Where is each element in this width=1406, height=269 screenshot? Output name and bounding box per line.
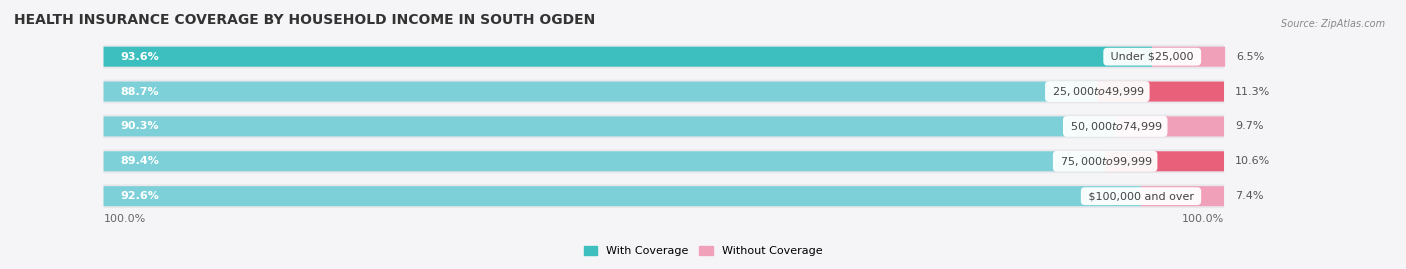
Text: 100.0%: 100.0% bbox=[1181, 214, 1223, 224]
Text: 89.4%: 89.4% bbox=[121, 156, 159, 166]
FancyBboxPatch shape bbox=[104, 47, 1153, 67]
Text: $50,000 to $74,999: $50,000 to $74,999 bbox=[1067, 120, 1164, 133]
FancyBboxPatch shape bbox=[104, 45, 1225, 69]
Text: 90.3%: 90.3% bbox=[121, 121, 159, 132]
Text: 10.6%: 10.6% bbox=[1234, 156, 1271, 166]
FancyBboxPatch shape bbox=[1115, 116, 1225, 136]
Text: Source: ZipAtlas.com: Source: ZipAtlas.com bbox=[1281, 19, 1385, 29]
FancyBboxPatch shape bbox=[104, 82, 1098, 102]
FancyBboxPatch shape bbox=[104, 150, 1225, 173]
Text: 88.7%: 88.7% bbox=[121, 87, 159, 97]
Text: 7.4%: 7.4% bbox=[1234, 191, 1264, 201]
Text: HEALTH INSURANCE COVERAGE BY HOUSEHOLD INCOME IN SOUTH OGDEN: HEALTH INSURANCE COVERAGE BY HOUSEHOLD I… bbox=[14, 13, 595, 27]
FancyBboxPatch shape bbox=[104, 151, 1105, 171]
Legend: With Coverage, Without Coverage: With Coverage, Without Coverage bbox=[583, 246, 823, 256]
FancyBboxPatch shape bbox=[104, 186, 1142, 206]
FancyBboxPatch shape bbox=[104, 116, 1115, 136]
Text: 93.6%: 93.6% bbox=[121, 52, 159, 62]
FancyBboxPatch shape bbox=[104, 80, 1225, 103]
Text: 9.7%: 9.7% bbox=[1234, 121, 1264, 132]
Text: 100.0%: 100.0% bbox=[104, 214, 146, 224]
Text: 92.6%: 92.6% bbox=[121, 191, 159, 201]
FancyBboxPatch shape bbox=[104, 184, 1225, 208]
FancyBboxPatch shape bbox=[1140, 186, 1225, 206]
FancyBboxPatch shape bbox=[1105, 151, 1225, 171]
Text: 6.5%: 6.5% bbox=[1236, 52, 1264, 62]
Text: 11.3%: 11.3% bbox=[1234, 87, 1271, 97]
Text: $75,000 to $99,999: $75,000 to $99,999 bbox=[1057, 155, 1153, 168]
Text: $100,000 and over: $100,000 and over bbox=[1085, 191, 1198, 201]
Text: Under $25,000: Under $25,000 bbox=[1107, 52, 1198, 62]
Text: $25,000 to $49,999: $25,000 to $49,999 bbox=[1049, 85, 1146, 98]
FancyBboxPatch shape bbox=[1152, 47, 1225, 67]
FancyBboxPatch shape bbox=[104, 115, 1225, 138]
FancyBboxPatch shape bbox=[1097, 82, 1225, 102]
